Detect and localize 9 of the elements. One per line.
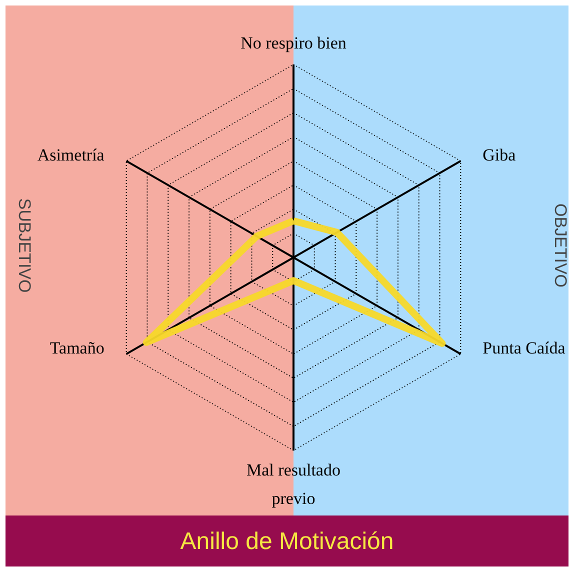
- spoke-label: Mal resultado previo: [246, 460, 340, 508]
- spoke-label: Punta Caída: [482, 338, 566, 358]
- text: OBJETIVO: [551, 203, 570, 288]
- text: Anillo de Motivación: [180, 528, 394, 555]
- spoke-label: Giba: [482, 146, 516, 164]
- spoke-label: Asimetría: [37, 146, 105, 164]
- spoke-label: Tamaño: [50, 338, 104, 358]
- spoke-label: No respiro bien: [240, 34, 347, 52]
- text: SUBJETIVO: [15, 198, 34, 293]
